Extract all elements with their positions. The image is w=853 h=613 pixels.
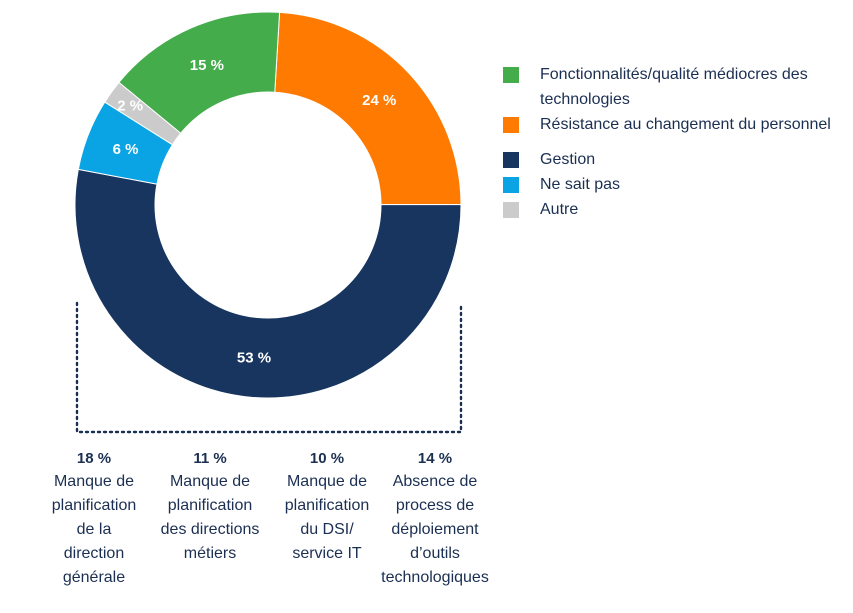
donut-slice-navy: [74, 168, 462, 399]
donut-slice-green: [118, 11, 281, 134]
donut-slice-orange: [274, 11, 462, 206]
legend-item-resistance: Résistance au changement du personnel: [503, 112, 848, 137]
donut-slice-label-gray: 2 %: [117, 97, 143, 114]
donut-slice-label-orange: 24 %: [362, 92, 396, 109]
breakdown-label: Manque de planification du DSI/ service …: [284, 473, 370, 562]
legend-swatch-green: [503, 67, 519, 83]
donut-slices: [74, 11, 462, 399]
breakdown-value: 18 %: [76, 450, 112, 467]
chart-legend: Fonctionnalités/qualité médiocres des te…: [503, 62, 848, 222]
donut-slice-labels: 24 % 53 % 6 % 2 % 15 %: [113, 57, 397, 367]
donut-slice-label-navy: 53 %: [237, 349, 271, 366]
breakdown-label: Manque de planification de la direction …: [51, 473, 137, 586]
legend-swatch-orange: [503, 117, 519, 133]
legend-label: Résistance au changement du personnel: [540, 116, 831, 133]
donut-slice-label-cyan: 6 %: [113, 141, 139, 158]
legend-label: Autre: [540, 201, 579, 218]
donut-slice-label-green: 15 %: [190, 57, 224, 74]
breakdown-label: Manque de planification des directions m…: [160, 473, 260, 562]
breakdown-item-dsi: 10 % Manque de planification du DSI/ ser…: [266, 448, 388, 566]
breakdown-item-direction-generale: 18 % Manque de planification de la direc…: [31, 448, 157, 590]
breakdown-value: 10 %: [309, 450, 345, 467]
legend-item-fonctionnalites: Fonctionnalités/qualité médiocres des te…: [503, 62, 848, 112]
legend-item-ne-sait-pas: Ne sait pas: [503, 172, 848, 197]
breakdown-item-deploiement: 14 % Absence de process de déploiement d…: [370, 448, 500, 590]
legend-swatch-gray: [503, 202, 519, 218]
breakdown-value: 11 %: [193, 450, 227, 467]
breakdown-value: 14 %: [417, 450, 453, 467]
legend-item-autre: Autre: [503, 197, 848, 222]
gestion-breakdown-bracket: [75, 301, 463, 434]
legend-swatch-cyan: [503, 177, 519, 193]
breakdown-item-directions-metiers: 11 % Manque de planification des directi…: [148, 448, 272, 566]
legend-label: Fonctionnalités/qualité médiocres des te…: [540, 66, 808, 108]
legend-swatch-navy: [503, 152, 519, 168]
legend-label: Gestion: [540, 151, 596, 168]
legend-item-gestion: Gestion: [503, 147, 848, 172]
breakdown-label: Absence de process de déploiement d’outi…: [381, 473, 489, 586]
legend-label: Ne sait pas: [540, 176, 621, 193]
